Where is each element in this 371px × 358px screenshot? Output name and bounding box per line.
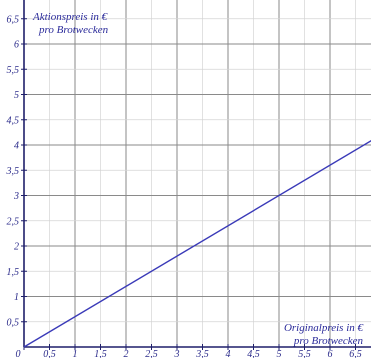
x-tick-label: 5 <box>277 349 282 358</box>
x-axis-title-line2: pro Brotwecken <box>293 335 364 347</box>
x-tick-label: 0 <box>16 349 21 358</box>
y-axis-title-line1: Aktionspreis in € <box>32 11 108 23</box>
y-tick-label: 5,5 <box>7 65 20 76</box>
y-tick-label: 2 <box>14 242 19 253</box>
y-tick-label: 0,5 <box>7 317 20 328</box>
y-tick-label: 1,5 <box>7 267 20 278</box>
x-tick-label: 3 <box>174 349 180 358</box>
x-tick-label: 1 <box>73 349 78 358</box>
x-tick-label: 1,5 <box>94 349 107 358</box>
x-tick-label: 2 <box>124 349 129 358</box>
x-tick-label: 0,5 <box>43 349 56 358</box>
y-tick-label: 5 <box>14 90 19 101</box>
x-tick-label: 6 <box>328 349 333 358</box>
y-tick-label: 3 <box>13 191 19 202</box>
y-tick-label: 4,5 <box>7 115 20 126</box>
y-tick-label: 2,5 <box>7 216 20 227</box>
grid <box>24 0 371 347</box>
x-tick-label: 4 <box>226 349 231 358</box>
tick-labels: 0 0,5 1 1,5 2 2,5 3 3,5 4 4,5 5 5,5 6 6,5 0,5 1 1,5 2 2,5 3… <box>6 14 362 358</box>
series-layer <box>23 140 371 348</box>
x-tick-label: 4,5 <box>247 349 260 358</box>
x-tick-label: 6,5 <box>349 349 362 358</box>
x-tick-label: 2,5 <box>145 349 158 358</box>
y-tick-label: 3,5 <box>6 166 20 177</box>
x-axis-title-line1: Originalpreis in € <box>284 322 364 334</box>
x-tick-label: 3,5 <box>195 349 209 358</box>
y-tick-label: 6,5 <box>7 14 20 25</box>
x-tick-label: 5,5 <box>298 349 311 358</box>
y-axis-title-line2: pro Brotwecken <box>38 24 109 36</box>
y-tick-label: 1 <box>14 292 19 303</box>
axes <box>21 0 371 350</box>
y-tick-label: 4 <box>14 141 19 152</box>
y-tick-label: 6 <box>14 40 19 51</box>
series-line <box>23 140 371 348</box>
